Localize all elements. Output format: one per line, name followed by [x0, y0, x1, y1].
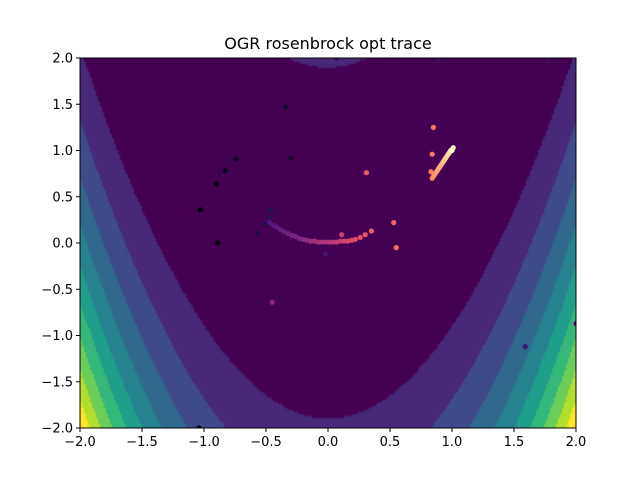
trace-point: [274, 224, 280, 230]
y-tick-label: 1.0: [52, 144, 73, 159]
x-tick-label: −2.0: [64, 435, 96, 450]
trace-point: [393, 245, 399, 251]
x-tick-label: 0.0: [318, 435, 339, 450]
trace-point: [449, 147, 455, 154]
x-tick-label: 0.5: [380, 435, 401, 450]
trace-point: [315, 239, 321, 245]
trace-point: [330, 239, 336, 245]
plot-area: [80, 58, 576, 428]
points-layer: [196, 58, 576, 428]
trace-point: [288, 155, 294, 161]
trace-point: [339, 232, 345, 238]
trace-point: [197, 207, 203, 213]
y-tick-label: −2.0: [41, 422, 73, 437]
trace-point: [265, 214, 272, 220]
trace-point: [352, 236, 358, 242]
trace-point: [215, 240, 221, 246]
trace-point: [362, 232, 368, 238]
y-tick-label: −0.5: [41, 283, 73, 298]
trace-point: [430, 124, 436, 130]
trace-point: [435, 58, 441, 61]
trace-point: [222, 168, 228, 174]
trace-point: [233, 156, 239, 162]
x-tick-label: −1.0: [188, 435, 220, 450]
trace-point: [428, 169, 434, 175]
trace-point: [368, 228, 374, 234]
trace-point: [397, 58, 403, 61]
trace-point: [546, 58, 552, 61]
trace-point: [322, 251, 329, 257]
x-axis: −2.0 −1.5 −1.0 −0.5 0.0 0.5 1.0 1.5 2.0: [64, 428, 586, 450]
x-tick-label: −1.5: [126, 435, 158, 450]
trace-point: [196, 425, 202, 428]
y-tick-label: 2.0: [52, 52, 73, 67]
y-tick-label: 0.5: [52, 190, 73, 205]
trace-point: [254, 230, 260, 236]
trace-point: [357, 234, 363, 241]
trace-point: [283, 104, 289, 110]
y-tick-label: 0.0: [52, 237, 73, 252]
x-tick-label: 2.0: [566, 435, 587, 450]
x-tick-label: 1.0: [442, 435, 463, 450]
trace-point: [341, 238, 347, 244]
trace-point: [573, 320, 576, 327]
x-tick-label: 1.5: [504, 435, 525, 450]
trace-point: [267, 220, 273, 226]
trace-point: [213, 181, 219, 187]
trace-point: [326, 239, 332, 245]
trace-point: [319, 239, 325, 245]
y-tick-label: 1.5: [52, 98, 73, 113]
trace-point: [391, 220, 397, 226]
trace-point: [334, 58, 340, 61]
trace-point: [269, 299, 275, 305]
chart-title: OGR rosenbrock opt trace: [224, 34, 431, 53]
y-axis: −2.0 −1.5 −1.0 −0.5 0.0 0.5 1.0 1.5 2.0: [41, 52, 80, 437]
y-tick-label: −1.5: [41, 375, 73, 390]
y-tick-label: −1.0: [41, 329, 73, 344]
trace-point: [363, 170, 370, 176]
trace-point: [429, 151, 435, 157]
trace-point: [522, 344, 528, 350]
trace-point: [308, 238, 314, 244]
trace-point: [337, 238, 343, 244]
trace-point: [322, 239, 329, 245]
x-tick-label: −0.5: [250, 435, 282, 450]
trace-point: [268, 207, 274, 213]
